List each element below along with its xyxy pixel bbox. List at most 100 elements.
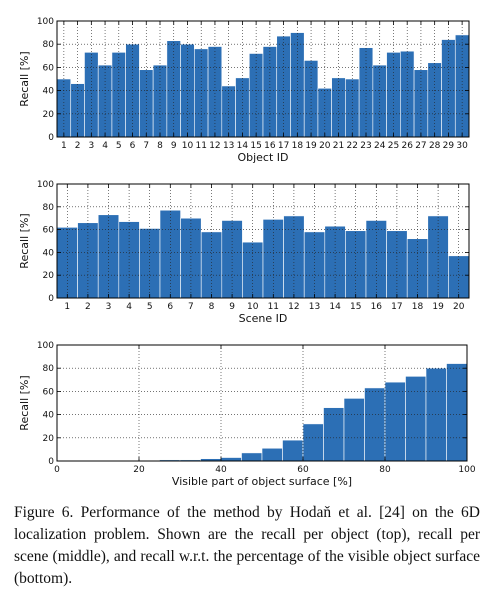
bar [303,60,319,138]
bar [405,376,427,462]
y-tick-label: 60 [43,387,55,397]
x-tick-label: 3 [106,302,112,312]
x-tick-label: 0 [54,465,60,475]
plot-frame [56,344,468,462]
x-tick-label: 9 [229,302,235,312]
x-tick-label: 2 [85,302,91,312]
y-axis-label: Recall [%] [18,51,31,106]
plot-frame [56,20,470,138]
x-tick-label: 14 [237,141,249,151]
x-tick-label: 13 [223,141,234,151]
bar [386,230,408,299]
y-axis-label: Recall [%] [18,375,31,430]
x-tick-label: 17 [278,141,289,151]
y-tick-label: 60 [43,226,55,236]
y-tick-label: 40 [43,248,55,258]
x-tick-label: 4 [102,141,108,151]
x-axis-label: Visible part of object surface [%] [172,475,352,488]
y-tick-label: 0 [48,133,54,143]
figure-caption: Figure 6. Performance of the method by H… [14,504,480,587]
x-tick-label: 60 [297,465,309,475]
x-tick-label: 18 [292,141,304,151]
x-tick-label: 1 [64,302,70,312]
x-tick-label: 8 [209,302,215,312]
x-tick-label: 8 [157,141,163,151]
y-tick-label: 60 [43,63,55,73]
plot-frame [56,183,470,299]
y-tick-label: 100 [37,180,54,190]
x-tick-label: 23 [360,141,371,151]
x-tick-label: 16 [264,141,276,151]
x-tick-label: 6 [130,141,136,151]
bar [282,439,304,462]
x-tick-label: 4 [126,302,132,312]
y-tick-label: 40 [43,87,55,97]
y-tick-label: 80 [43,364,55,374]
x-tick-label: 12 [288,302,299,312]
bar [343,398,365,462]
bar [384,381,406,462]
bar [111,52,126,138]
x-tick-label: 12 [209,141,220,151]
x-tick-label: 17 [391,302,402,312]
x-tick-label: 20 [453,302,465,312]
x-tick-label: 25 [388,141,399,151]
bar [261,447,283,462]
y-tick-label: 80 [43,40,55,50]
x-tick-label: 100 [458,465,475,475]
x-tick-label: 10 [247,302,259,312]
bar [241,452,263,462]
x-axis-label: Object ID [237,151,288,164]
x-tick-label: 15 [250,141,261,151]
x-tick-label: 80 [379,465,391,475]
x-tick-label: 29 [443,141,455,151]
bar [454,34,470,138]
x-tick-label: 20 [319,141,331,151]
x-tick-label: 24 [374,141,386,151]
y-tick-label: 100 [37,341,54,351]
x-tick-label: 16 [371,302,383,312]
x-tick-label: 20 [133,465,145,475]
y-tick-label: 20 [43,110,55,120]
x-tick-label: 22 [347,141,358,151]
x-tick-label: 11 [268,302,279,312]
x-tick-label: 40 [215,465,227,475]
x-tick-label: 21 [333,141,344,151]
bar [364,387,386,462]
x-tick-label: 13 [309,302,320,312]
x-axis-label: Scene ID [239,312,288,325]
x-tick-label: 6 [167,302,173,312]
bar [345,230,367,299]
bar [220,457,242,462]
x-tick-label: 30 [456,141,468,151]
y-tick-label: 0 [48,457,54,467]
y-tick-label: 0 [48,294,54,304]
x-tick-label: 5 [147,302,153,312]
bar [166,40,181,138]
x-tick-label: 5 [116,141,122,151]
y-tick-label: 80 [43,203,55,213]
x-tick-label: 18 [412,302,424,312]
x-tick-label: 1 [61,141,67,151]
bar [84,52,99,138]
chart-3: 0 20 40 60 80 100 0 20 40 60 80 100 Visible part of … [18,341,476,488]
x-tick-label: 27 [415,141,426,151]
x-tick-label: 26 [401,141,413,151]
x-tick-label: 19 [432,302,444,312]
bar [70,83,85,138]
y-tick-label: 100 [37,17,54,27]
x-tick-label: 11 [195,141,206,151]
bar [331,77,346,138]
bar [386,52,401,138]
x-tick-label: 7 [188,302,194,312]
x-tick-label: 14 [329,302,341,312]
y-axis-label: Recall [%] [18,213,31,268]
y-tick-label: 40 [43,411,55,421]
x-tick-label: 19 [305,141,317,151]
y-tick-label: 20 [43,434,55,444]
bar [446,363,468,462]
bar [235,77,250,138]
